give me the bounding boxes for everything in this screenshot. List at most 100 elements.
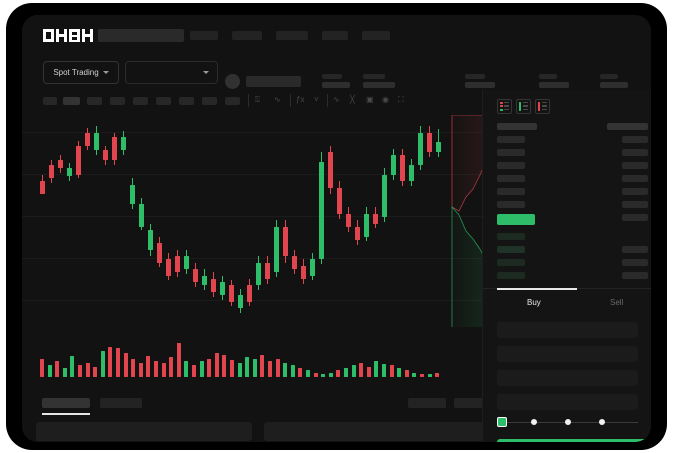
- ask-row-amount-5[interactable]: [622, 201, 648, 208]
- bid-row-price-2[interactable]: [497, 259, 525, 266]
- slider-stop-50[interactable]: [565, 419, 571, 425]
- volume-bar: [306, 370, 310, 377]
- volume-chart: [22, 327, 482, 391]
- bid-row-price-3[interactable]: [497, 272, 525, 279]
- orders-tab-1[interactable]: [100, 398, 142, 408]
- volume-bar: [146, 356, 151, 377]
- orderbook-both-icon[interactable]: [497, 99, 512, 114]
- bid-row-price-0[interactable]: [497, 233, 525, 240]
- pair-price-skeleton: [246, 76, 301, 87]
- volume-bar: [245, 357, 250, 377]
- volume-bar: [40, 358, 44, 377]
- interval-button-7[interactable]: [202, 97, 217, 105]
- slider-stop-75[interactable]: [599, 419, 605, 425]
- ask-row-price-1[interactable]: [497, 149, 525, 156]
- nav-item-4[interactable]: [362, 31, 390, 40]
- nav-item-3[interactable]: [322, 31, 348, 40]
- order-field-1[interactable]: [497, 346, 638, 362]
- volume-bar: [131, 358, 136, 377]
- volume-bar: [275, 358, 280, 377]
- market-type-selector[interactable]: Spot Trading: [43, 61, 119, 84]
- settings-icon[interactable]: ◉: [382, 95, 389, 104]
- tab-sell[interactable]: Sell: [610, 298, 624, 307]
- volume-bar: [260, 354, 265, 377]
- nav-item-1[interactable]: [232, 31, 262, 40]
- volume-bar: [176, 343, 181, 377]
- orderbook-bids-icon[interactable]: [516, 99, 531, 114]
- stat-2: [465, 74, 495, 88]
- orders-action-1[interactable]: [454, 398, 490, 408]
- nav-item-0[interactable]: [190, 31, 218, 40]
- bid-row-amount-2[interactable]: [622, 259, 648, 266]
- line-chart-icon[interactable]: ∿: [274, 95, 281, 104]
- stat-0: [322, 74, 350, 88]
- ask-row-price-0[interactable]: [497, 136, 525, 143]
- bid-row-price-1[interactable]: [497, 246, 525, 253]
- ruler-icon[interactable]: ╳: [350, 95, 355, 104]
- order-form-tabs: Buy Sell: [483, 288, 651, 317]
- interval-button-6[interactable]: [179, 97, 194, 105]
- volume-bar: [435, 373, 440, 377]
- interval-button-2[interactable]: [87, 97, 102, 105]
- top-navigation-bar: [22, 15, 651, 52]
- volume-bar: [184, 361, 189, 377]
- fullscreen-icon[interactable]: ⛶: [398, 95, 404, 104]
- okx-logo[interactable]: [43, 29, 93, 42]
- chevron-down-icon[interactable]: ˅: [314, 95, 319, 104]
- volume-bar: [351, 365, 356, 377]
- volume-bar: [192, 365, 196, 377]
- ask-row-price-2[interactable]: [497, 162, 525, 169]
- trading-pair-selector[interactable]: [125, 61, 218, 84]
- volume-bar: [290, 365, 295, 377]
- price-chart[interactable]: [22, 112, 482, 327]
- indicator-icon[interactable]: ƒx: [296, 95, 305, 104]
- volume-bar: [420, 374, 424, 377]
- stat-1: [363, 74, 395, 88]
- wave-icon[interactable]: ∿: [333, 95, 340, 104]
- last-price-highlight: [497, 214, 535, 225]
- bottom-card-1[interactable]: [264, 422, 492, 441]
- volume-bar: [321, 374, 326, 377]
- volume-bar: [108, 346, 113, 377]
- ask-row-price-4[interactable]: [497, 188, 525, 195]
- app-screen: Spot Trading ⍂ ∿ ƒx ˅: [22, 15, 651, 442]
- volume-bar: [207, 358, 212, 377]
- volume-bar: [336, 370, 341, 377]
- order-field-2[interactable]: [497, 370, 638, 386]
- camera-icon[interactable]: ▣: [366, 95, 374, 104]
- interval-button-8[interactable]: [225, 97, 240, 105]
- volume-bar: [199, 361, 204, 377]
- search-input[interactable]: [98, 29, 184, 42]
- bid-row-amount-3[interactable]: [622, 272, 648, 279]
- ask-row-price-5[interactable]: [497, 201, 525, 208]
- ask-row-amount-4[interactable]: [622, 188, 648, 195]
- volume-bar: [427, 374, 432, 377]
- tab-buy[interactable]: Buy: [527, 298, 541, 307]
- submit-order-button[interactable]: [497, 439, 651, 442]
- order-field-3[interactable]: [497, 394, 638, 410]
- interval-button-5[interactable]: [156, 97, 171, 105]
- bid-row-amount-1[interactable]: [622, 246, 648, 253]
- ask-row-amount-0[interactable]: [622, 136, 648, 143]
- volume-bar: [161, 362, 166, 377]
- interval-button-0[interactable]: [43, 97, 57, 105]
- interval-button-3[interactable]: [110, 97, 125, 105]
- ask-row-amount-2[interactable]: [622, 162, 648, 169]
- nav-item-2[interactable]: [276, 31, 308, 40]
- candlestick-icon[interactable]: ⍂: [255, 95, 260, 104]
- ask-row-price-3[interactable]: [497, 175, 525, 182]
- interval-button-1[interactable]: [63, 97, 80, 105]
- ask-row-amount-1[interactable]: [622, 149, 648, 156]
- orders-tab-0[interactable]: [42, 398, 90, 408]
- volume-bar: [397, 367, 402, 377]
- ask-row-amount-3[interactable]: [622, 175, 648, 182]
- volume-bar: [298, 367, 303, 377]
- orderbook-asks-icon[interactable]: [535, 99, 550, 114]
- chevron-down-icon: [203, 71, 209, 74]
- slider-stop-25[interactable]: [531, 419, 537, 425]
- bottom-card-0[interactable]: [36, 422, 252, 441]
- interval-button-4[interactable]: [133, 97, 148, 105]
- amount-slider-handle[interactable]: [497, 417, 507, 427]
- orders-action-0[interactable]: [408, 398, 446, 408]
- order-field-0[interactable]: [497, 322, 638, 338]
